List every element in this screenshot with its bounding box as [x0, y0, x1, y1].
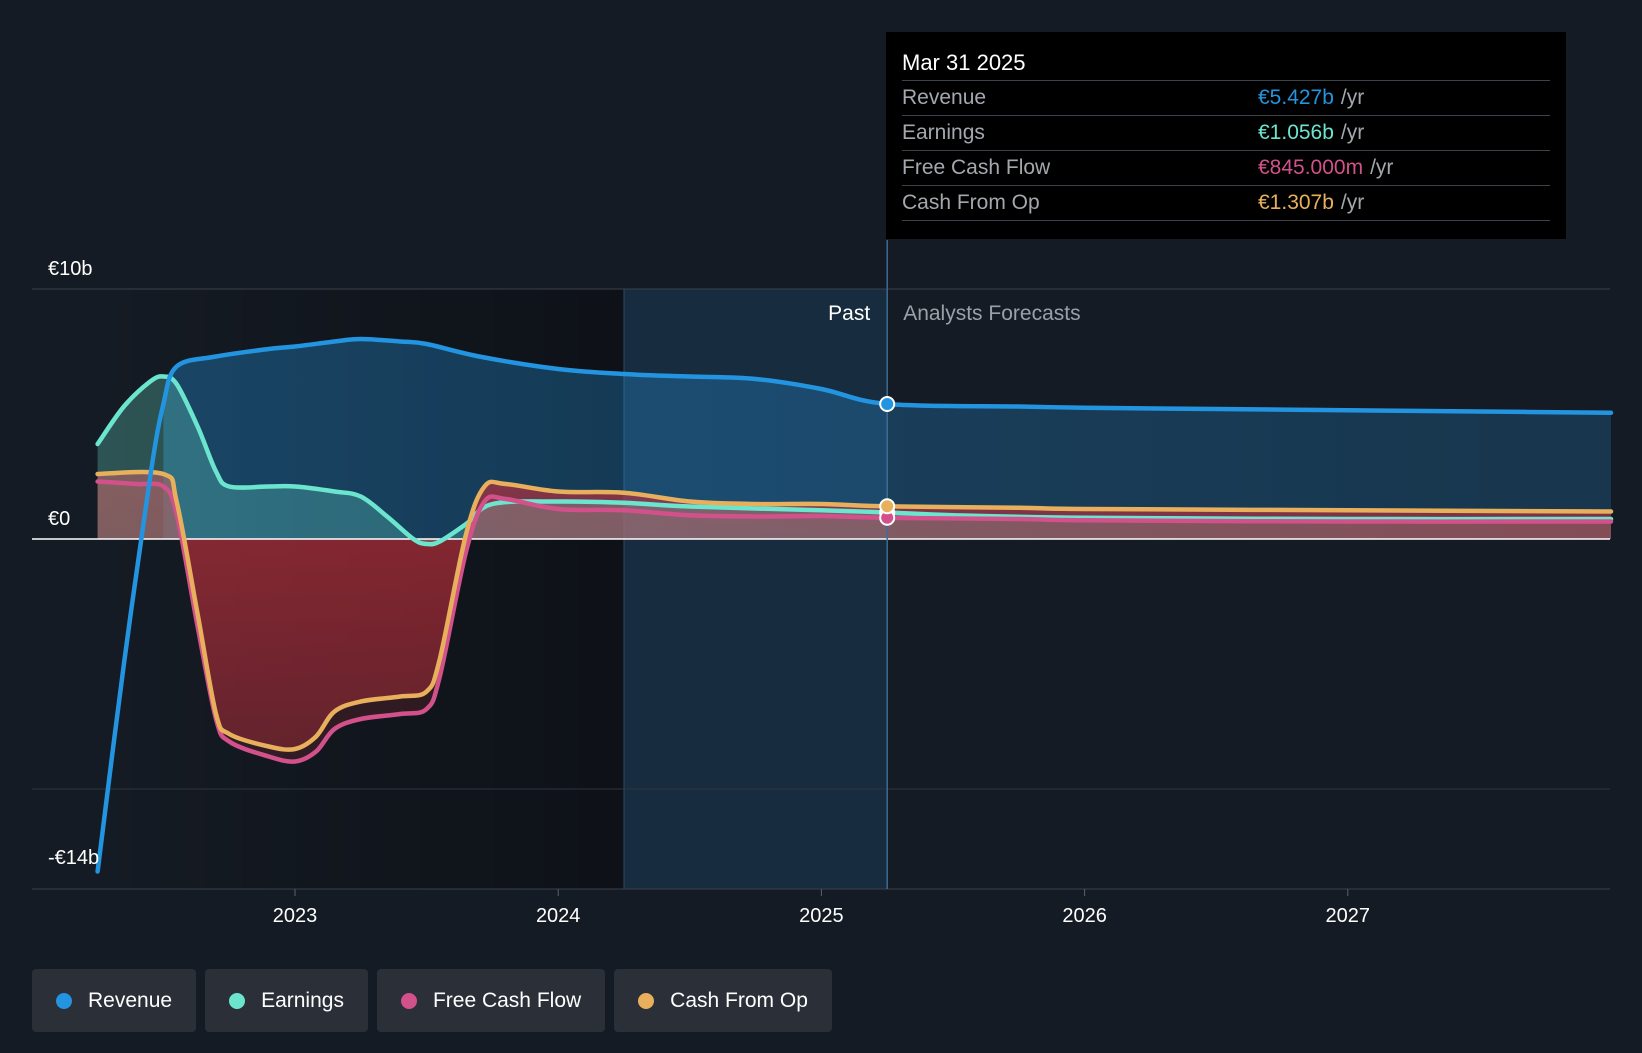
- marker-point-revenue: [879, 396, 896, 412]
- tooltip-row-earnings: Earnings €1.056b /yr: [902, 115, 1550, 150]
- y-tick-label: €0: [48, 508, 70, 530]
- tooltip-value: €845.000m: [1258, 156, 1364, 179]
- legend-item-earnings[interactable]: Earnings: [205, 969, 368, 1032]
- tooltip-row-revenue: Revenue €5.427b /yr: [902, 80, 1550, 115]
- tooltip-label: Revenue: [902, 86, 987, 109]
- tooltip-label: Earnings: [902, 121, 985, 144]
- tooltip-value: €1.307b: [1258, 191, 1334, 214]
- tooltip-date: Mar 31 2025: [902, 50, 1026, 75]
- legend-label: Revenue: [88, 988, 173, 1012]
- tooltip-value: €1.056b: [1258, 121, 1334, 144]
- tooltip-unit: /yr: [1340, 86, 1365, 109]
- tooltip-unit: /yr: [1340, 121, 1365, 144]
- tooltip-unit: /yr: [1340, 191, 1365, 214]
- forecast-label: Analysts Forecasts: [903, 302, 1080, 325]
- y-tick-label: -€14b: [48, 847, 99, 869]
- series-line-cash-from-op: [95, 469, 1614, 752]
- legend-label: Free Cash Flow: [432, 988, 582, 1012]
- legend-item-cash-from-op[interactable]: Cash From Op: [614, 969, 832, 1032]
- legend-dot-icon: [638, 992, 655, 1009]
- past-label: Past: [828, 302, 870, 325]
- marker-point-cash-from-op: [879, 498, 896, 515]
- legend-dot-icon: [229, 992, 246, 1009]
- x-tick-label: 2023: [273, 905, 318, 927]
- legend-item-free-cash-flow[interactable]: Free Cash Flow: [376, 969, 606, 1032]
- tooltip-label: Cash From Op: [902, 191, 1040, 214]
- legend-dot-icon: [400, 992, 417, 1009]
- series-line-revenue: [95, 336, 1614, 874]
- x-tick-label: 2025: [799, 905, 844, 927]
- y-tick-label: €10b: [48, 258, 93, 280]
- x-tick-label: 2026: [1062, 905, 1107, 927]
- x-tick-label: 2027: [1326, 905, 1371, 927]
- earnings-area: [97, 376, 1612, 545]
- legend-item-revenue[interactable]: Revenue: [32, 969, 197, 1032]
- series-line-earnings: [95, 374, 1614, 547]
- legend: Revenue Earnings Free Cash Flow Cash Fro…: [32, 969, 832, 1032]
- tooltip-label: Free Cash Flow: [902, 156, 1051, 179]
- tooltip: Mar 31 2025 Revenue €5.427b /yr Earnings…: [886, 32, 1566, 239]
- tooltip-row-cash-from-op: Cash From Op €1.307b /yr: [902, 185, 1550, 221]
- legend-label: Earnings: [261, 988, 344, 1012]
- tooltip-value: €5.427b: [1258, 86, 1334, 109]
- tooltip-row-free-cash-flow: Free Cash Flow €845.000m /yr: [902, 150, 1550, 185]
- legend-label: Cash From Op: [670, 988, 808, 1012]
- legend-dot-icon: [56, 992, 72, 1009]
- x-tick-label: 2024: [536, 905, 581, 927]
- tooltip-unit: /yr: [1370, 156, 1394, 179]
